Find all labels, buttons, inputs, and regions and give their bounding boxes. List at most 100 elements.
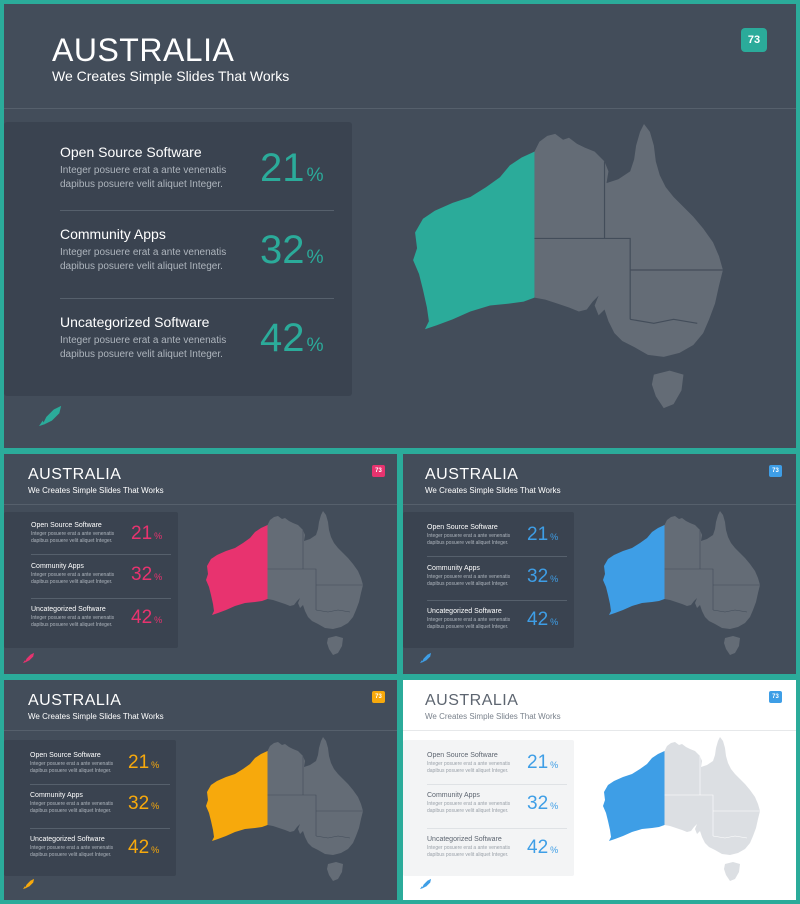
stat-number: 32 [131,564,153,585]
slide-title: AUSTRALIA [28,466,122,483]
percent-sign: % [550,617,559,627]
stat-title: Community Apps [30,792,83,799]
stat-description: Integer posuere erat a ante venenatis da… [427,574,510,588]
australia-map [206,511,364,655]
stat-description-line: dapibus posuere velit aliquet Integer. [30,767,112,774]
australia-map [603,737,761,881]
stat-description-line: dapibus posuere velit aliquet Integer. [427,767,509,774]
stat-number: 32 [527,566,549,587]
stat-title: Community Apps [427,792,480,799]
stat-description-line: Integer posuere erat a ante venenatis [60,247,227,258]
stat-title: Open Source Software [427,752,498,759]
stat-description-line: dapibus posuere velit aliquet Integer. [427,539,509,546]
stat-separator [60,298,334,299]
percent-sign: % [550,801,559,811]
stat-description-line: dapibus posuere velit aliquet Integer. [427,851,509,858]
stat-description-line: dapibus posuere velit aliquet Integer. [427,623,509,630]
stat-description-line: Integer posuere erat a ante venenatis [60,335,227,346]
stat-value: 42% [527,837,558,859]
stat-number: 32 [527,793,549,814]
stat-separator [30,784,170,785]
stat-value: 42% [128,837,159,859]
stat-title: Uncategorized Software [427,836,502,843]
stat-description: Integer posuere erat a ante venenatis da… [60,164,226,191]
stat-number: 21 [527,752,549,773]
australia-map [206,737,364,881]
stat-description-line: dapibus posuere velit aliquet Integer. [60,260,223,272]
slide-main[interactable]: AUSTRALIA We Creates Simple Slides That … [4,4,796,448]
australia-map [413,123,724,409]
stat-description-line: dapibus posuere velit aliquet Integer. [30,851,112,858]
slide-thumb-pink[interactable]: AUSTRALIA We Creates Simple Slides That … [4,454,397,674]
rocket-icon [23,652,35,664]
page-number-badge: 73 [372,465,385,477]
stat-description-line: Integer posuere erat a ante venenatis [427,845,511,851]
stat-number: 21 [128,752,150,773]
stat-description-line: Integer posuere erat a ante venenatis [30,845,114,851]
stat-value: 32% [527,566,558,588]
stat-description: Integer posuere erat a ante venenatis da… [30,761,113,775]
stat-value: 42% [131,607,162,629]
stat-number: 21 [131,523,153,544]
stats-panel: Open Source Software Integer posuere era… [4,740,176,876]
stat-number: 42 [131,607,153,628]
percent-sign: % [550,760,559,770]
stat-title: Community Apps [427,565,480,572]
stats-panel: Open Source Software Integer posuere era… [403,512,574,648]
stats-panel: Open Source Software Integer posuere era… [403,740,574,876]
slide-title: AUSTRALIA [52,32,235,68]
stat-description: Integer posuere erat a ante venenatis da… [30,801,113,815]
stat-description: Integer posuere erat a ante venenatis da… [427,845,510,859]
stat-number: 32 [260,228,305,272]
stat-number: 21 [260,146,305,190]
stat-description-line: Integer posuere erat a ante venenatis [427,761,511,767]
slide-subtitle: We Creates Simple Slides That Works [425,486,561,495]
slide-thumb-orange[interactable]: AUSTRALIA We Creates Simple Slides That … [4,680,397,900]
percent-sign: % [151,845,160,855]
stat-value: 42% [527,609,558,631]
percent-sign: % [154,531,163,541]
stat-description: Integer posuere erat a ante venenatis da… [427,533,510,547]
stat-description-line: Integer posuere erat a ante venenatis [31,615,115,621]
percent-sign: % [550,845,559,855]
stat-separator [427,784,567,785]
stat-number: 42 [527,837,549,858]
rocket-icon [420,652,432,664]
percent-sign: % [550,532,559,542]
slide-thumb-light[interactable]: AUSTRALIA We Creates Simple Slides That … [403,680,796,900]
percent-sign: % [306,335,324,356]
stat-description-line: Integer posuere erat a ante venenatis [31,531,115,537]
slide-title: AUSTRALIA [425,466,519,483]
page-number-badge: 73 [769,691,782,703]
percent-sign: % [550,574,559,584]
header-divider [403,730,796,731]
stat-description-line: dapibus posuere velit aliquet Integer. [427,580,509,587]
percent-sign: % [154,615,163,625]
stat-description: Integer posuere erat a ante venenatis da… [30,845,113,859]
stat-description: Integer posuere erat a ante venenatis da… [60,246,226,273]
slide-subtitle: We Creates Simple Slides That Works [52,68,290,84]
stat-description-line: dapibus posuere velit aliquet Integer. [31,537,113,544]
slide-subtitle: We Creates Simple Slides That Works [28,712,164,721]
percent-sign: % [151,801,160,811]
percent-sign: % [154,572,163,582]
stat-value: 32% [527,793,558,815]
stat-value: 32% [128,793,159,815]
header-divider [4,504,397,505]
stat-title: Open Source Software [60,144,202,160]
stat-separator [427,600,567,601]
stat-separator [31,554,171,555]
stat-description: Integer posuere erat a ante venenatis da… [31,531,114,545]
rocket-icon [23,878,35,890]
stat-number: 32 [128,793,150,814]
stat-description: Integer posuere erat a ante venenatis da… [427,761,510,775]
stat-title: Uncategorized Software [427,608,502,615]
stat-description-line: dapibus posuere velit aliquet Integer. [427,807,509,814]
stat-description: Integer posuere erat a ante venenatis da… [427,801,510,815]
stat-description-line: dapibus posuere velit aliquet Integer. [31,621,113,628]
page-number-badge: 73 [372,691,385,703]
slide-thumb-blue[interactable]: AUSTRALIA We Creates Simple Slides That … [403,454,796,674]
stat-number: 42 [260,316,305,360]
stat-title: Uncategorized Software [31,606,106,613]
stat-description-line: dapibus posuere velit aliquet Integer. [30,807,112,814]
